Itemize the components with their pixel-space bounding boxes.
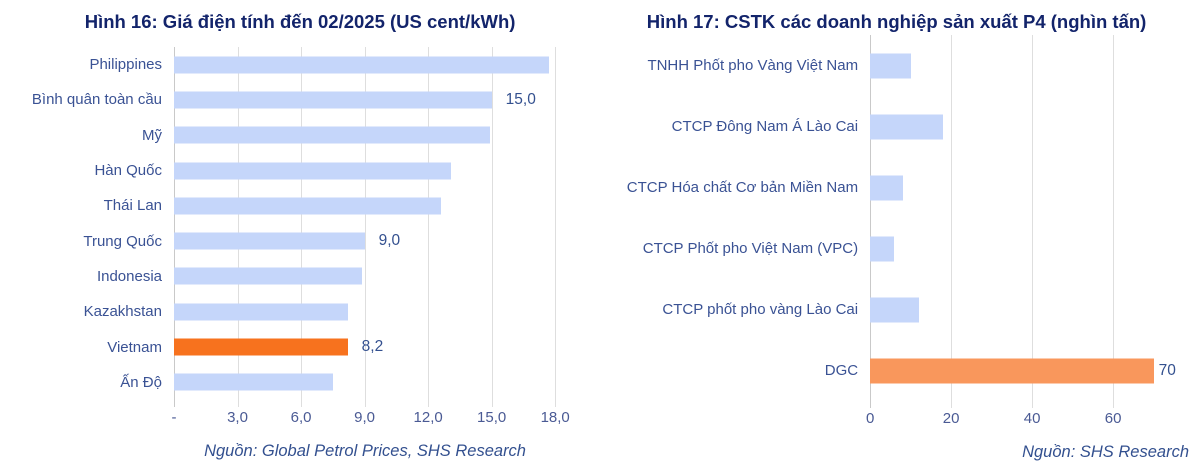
figure-16-source: Nguồn: Global Petrol Prices, SHS Researc…	[204, 441, 526, 460]
chart-row: 15,0	[174, 82, 570, 117]
category-label: Thái Lan	[103, 197, 162, 215]
x-tick-label: 9,0	[354, 408, 376, 426]
highlight-bar	[174, 338, 348, 356]
category-label: Ấn Độ	[120, 373, 162, 391]
chart-row: 9,0	[174, 223, 570, 258]
chart-row	[174, 47, 570, 82]
figure-16-panel: Hình 16: Giá điện tính đến 02/2025 (US c…	[14, 10, 586, 462]
gridline	[364, 47, 366, 407]
x-tick-label: 20	[942, 410, 960, 427]
category-label: Mỹ	[142, 126, 162, 144]
bar	[174, 56, 549, 74]
category-label: CTCP phốt pho vàng Lào Cai	[662, 301, 859, 318]
x-tick-label: 6,0	[290, 408, 312, 426]
category-label: Vietnam	[107, 338, 162, 356]
x-tick-label: 15,0	[477, 408, 507, 426]
report-charts-page: Hình 16: Giá điện tính đến 02/2025 (US c…	[14, 10, 1193, 462]
x-tick-label: 0	[865, 410, 875, 427]
figure-16-bar-chart: Philippines Bình quân toàn cầu Mỹ Hàn Quốc T…	[14, 47, 586, 429]
gridline	[237, 47, 239, 407]
chart-row	[870, 96, 1190, 157]
category-label: Philippines	[89, 56, 162, 74]
category-label: Indonesia	[96, 267, 162, 285]
gridline	[951, 35, 953, 408]
chart-row	[870, 157, 1190, 218]
bar	[174, 162, 452, 180]
bar	[174, 126, 490, 144]
bar	[174, 197, 441, 215]
category-labels: TNHH Phốt pho Vàng Việt Nam CTCP Đông Nam…	[600, 35, 870, 430]
highlight-bar	[870, 358, 1154, 383]
data-label: 9,0	[378, 232, 401, 250]
chart-row	[870, 279, 1190, 340]
x-tick-label: 3,0	[227, 408, 248, 426]
gridline	[555, 47, 557, 407]
x-tick-label: 18,0	[540, 408, 570, 426]
data-label: 70	[1158, 361, 1176, 379]
gridline	[301, 47, 303, 407]
chart-row	[174, 294, 570, 329]
category-label: CTCP Đông Nam Á Lào Cai	[671, 118, 859, 135]
plot-area: 15,0 9,0 8,2	[174, 47, 570, 407]
bar	[174, 91, 492, 109]
category-labels: Philippines Bình quân toàn cầu Mỹ Hàn Quốc T…	[14, 47, 174, 429]
gridline	[1032, 35, 1034, 408]
chart-row	[174, 188, 570, 223]
x-axis: 0 20 40 60	[866, 410, 1190, 430]
category-label: CTCP Hóa chất Cơ bản Miền Nam	[626, 179, 859, 196]
chart-row	[870, 218, 1190, 279]
x-tick-label: 40	[1023, 410, 1041, 427]
data-label: 8,2	[361, 338, 384, 356]
category-label: CTCP Phốt pho Việt Nam (VPC)	[642, 240, 859, 257]
figure-17-source: Nguồn: SHS Research	[1022, 443, 1189, 461]
figure-16-title: Hình 16: Giá điện tính đến 02/2025 (US c…	[84, 11, 516, 32]
chart-row	[174, 365, 570, 400]
gridline	[1113, 35, 1115, 408]
axis-baseline	[870, 35, 872, 408]
gridline	[428, 47, 430, 407]
category-label: Trung Quốc	[83, 232, 162, 250]
bar	[870, 297, 919, 322]
chart-row: 8,2	[174, 329, 570, 364]
x-tick-label: 12,0	[413, 408, 443, 426]
chart-row	[870, 35, 1190, 96]
chart-row	[174, 153, 570, 188]
figure-17-title: Hình 17: CSTK các doanh nghiệp sản xuất …	[646, 11, 1147, 32]
bar	[870, 53, 911, 78]
x-tick-label: 60	[1104, 410, 1122, 427]
x-axis: - 3,0 6,0 9,0 12,0 15,0 18,0	[171, 408, 570, 429]
data-label: 15,0	[505, 90, 536, 108]
chart-row: 70	[870, 340, 1190, 401]
bar	[174, 267, 363, 285]
figure-17-panel: Hình 17: CSTK các doanh nghiệp sản xuất …	[600, 10, 1193, 462]
category-label: Hàn Quốc	[94, 162, 162, 180]
bar	[870, 114, 944, 139]
category-label: DGC	[824, 362, 859, 379]
x-tick-label: -	[171, 408, 177, 426]
bar	[174, 373, 333, 391]
gridline	[491, 47, 493, 407]
category-label: Kazakhstan	[83, 303, 162, 321]
axis-baseline	[174, 47, 175, 407]
figure-17-bar-chart: TNHH Phốt pho Vàng Việt Nam CTCP Đông Nam…	[600, 35, 1193, 430]
bar	[174, 232, 365, 250]
chart-row	[174, 259, 570, 294]
plot-area: 70	[870, 35, 1190, 408]
bar	[174, 303, 348, 321]
bar	[870, 236, 895, 261]
category-label: Bình quân toàn cầu	[31, 91, 162, 109]
bar	[870, 175, 903, 200]
chart-row	[174, 118, 570, 153]
category-label: TNHH Phốt pho Vàng Việt Nam	[647, 57, 859, 74]
